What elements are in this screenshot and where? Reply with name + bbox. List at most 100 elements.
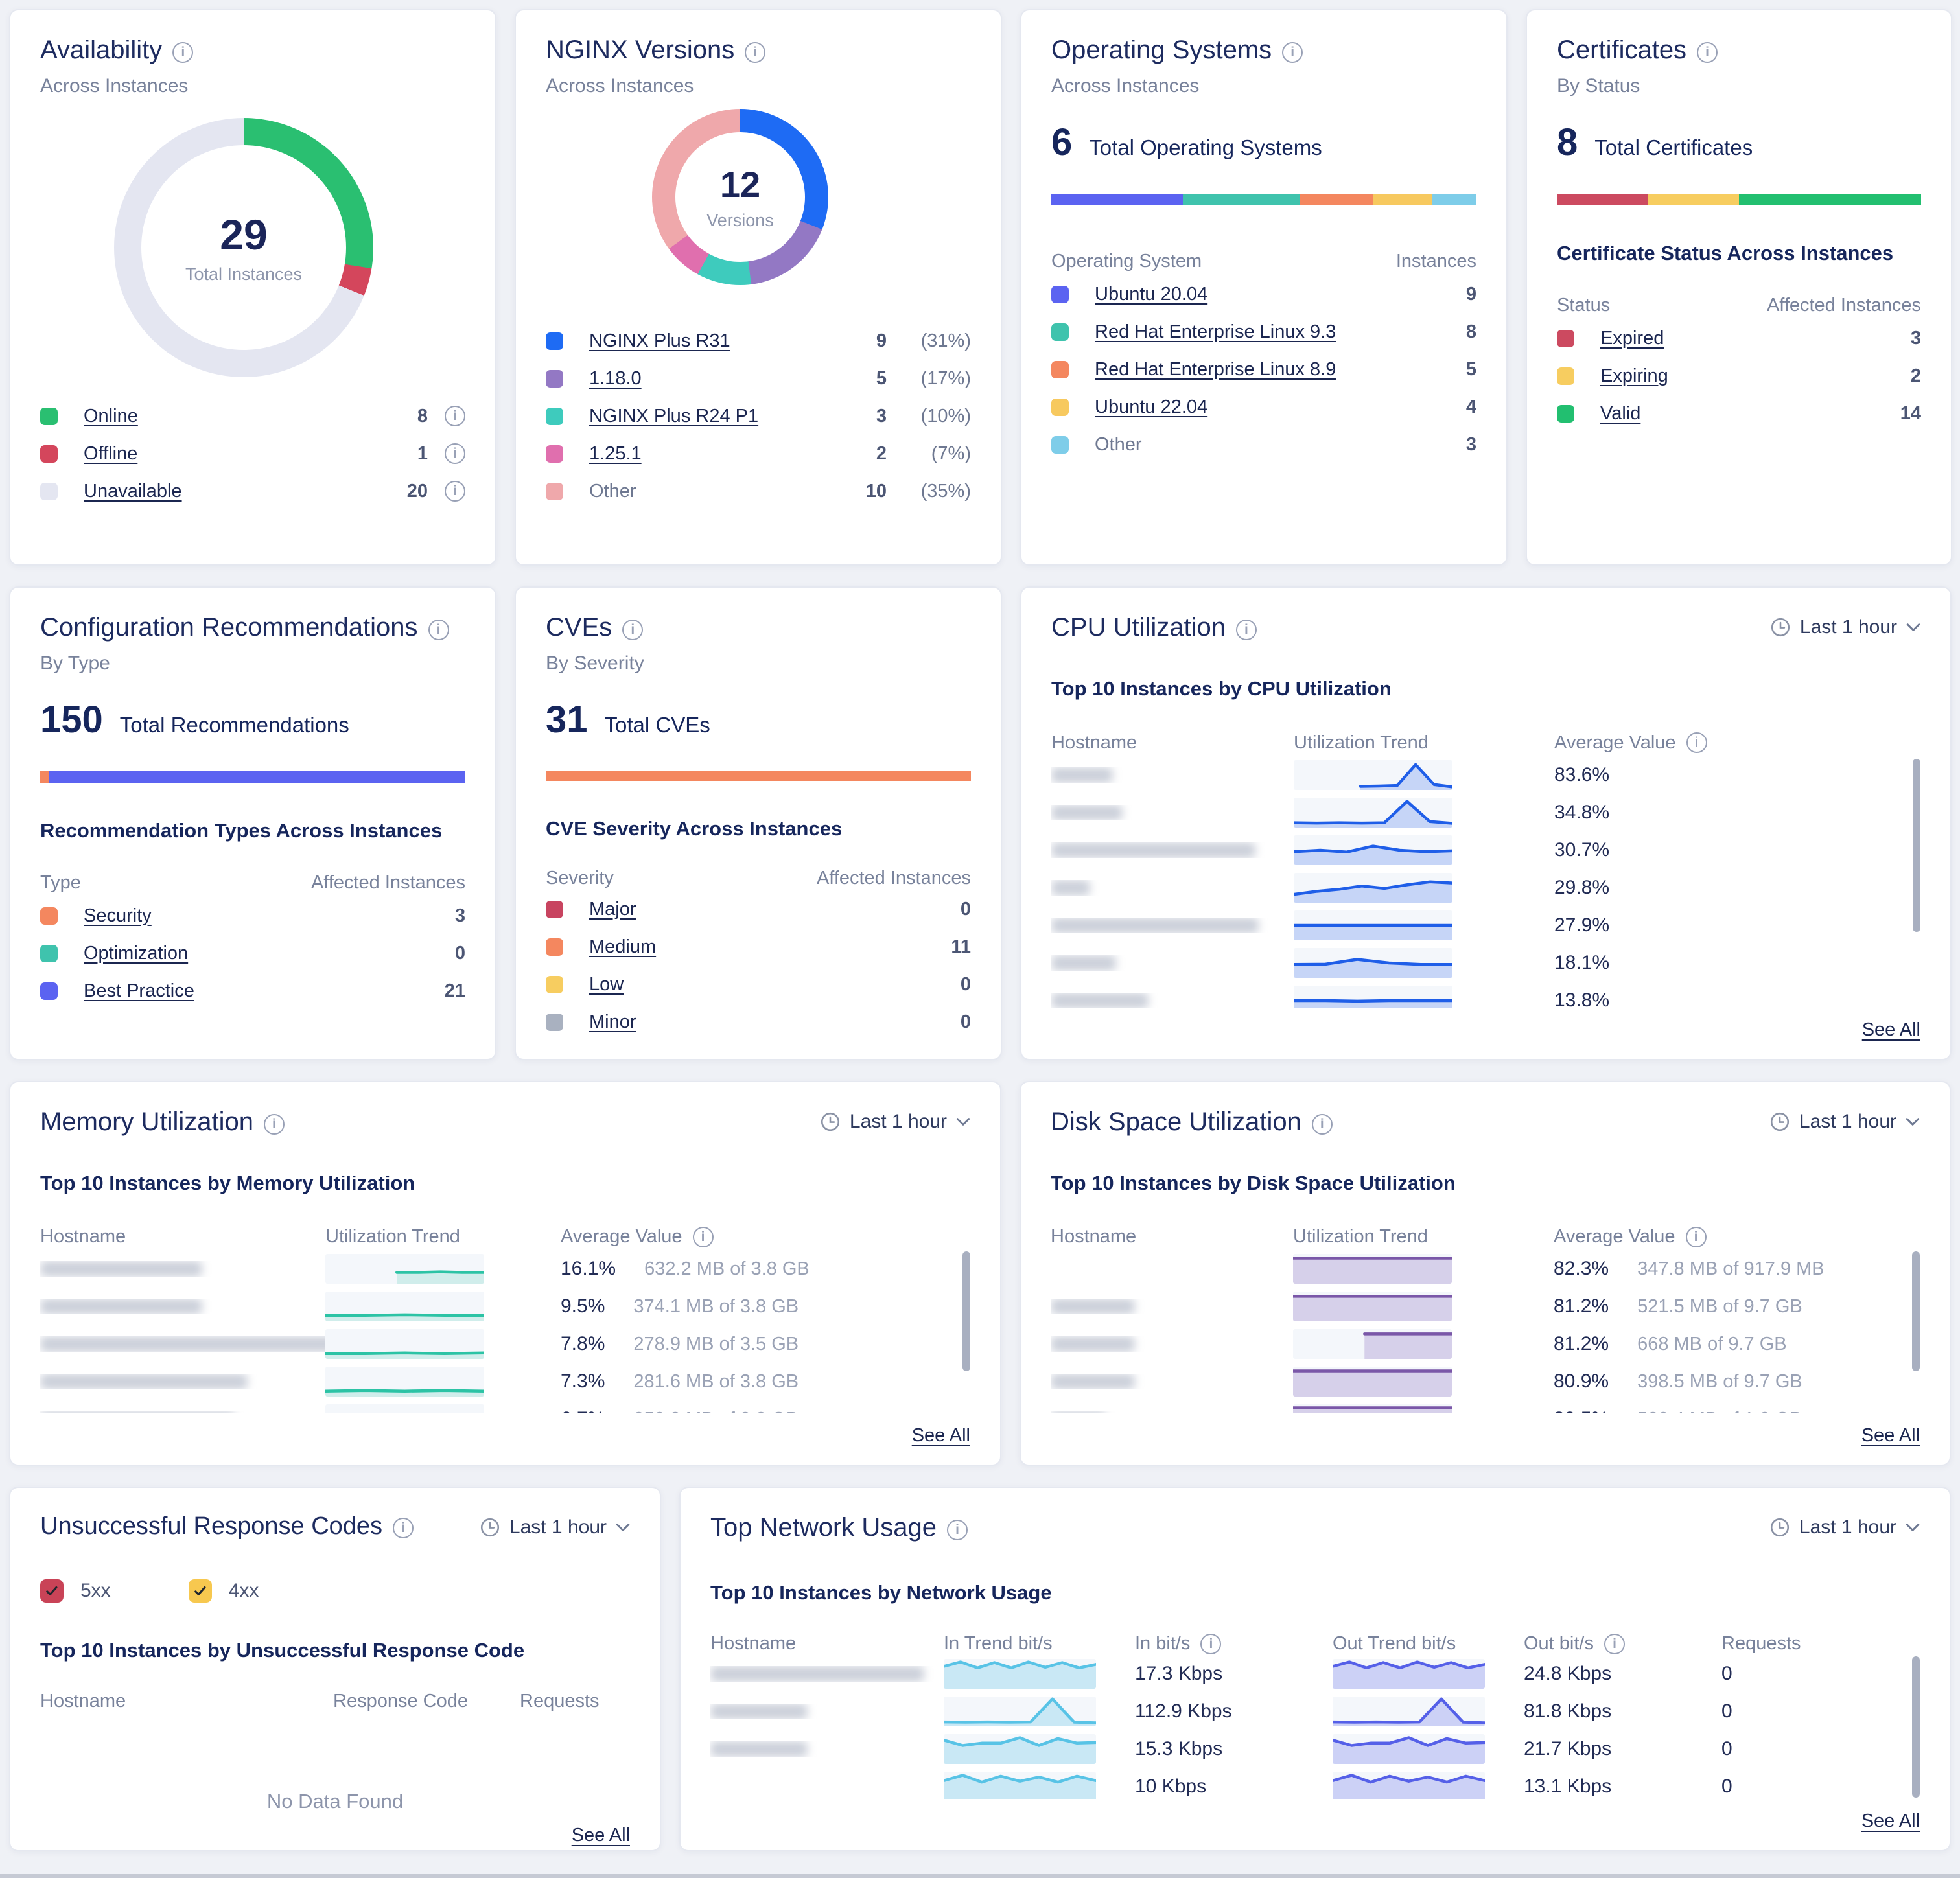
legend-label[interactable]: Expiring	[1600, 365, 1668, 386]
time-range-select[interactable]: Last 1 hour	[820, 1111, 970, 1133]
column-header: Severity	[546, 868, 614, 889]
info-icon[interactable]: i	[1697, 42, 1718, 63]
checkbox[interactable]	[40, 1579, 64, 1603]
filter-checkbox-4xx[interactable]: 4xx	[188, 1579, 259, 1603]
blurred-hostname[interactable]	[40, 1299, 202, 1315]
info-icon[interactable]: i	[1604, 1633, 1625, 1654]
blurred-hostname[interactable]	[1051, 1411, 1106, 1413]
card-unsuccessful-response-codes: Unsuccessful Response Codes i Last 1 hour…	[9, 1487, 661, 1851]
blurred-hostname[interactable]	[1051, 880, 1090, 896]
legend-label[interactable]: Minor	[589, 1011, 636, 1032]
see-all-link[interactable]: See All	[1861, 1425, 1920, 1446]
info-icon[interactable]: i	[1685, 1226, 1707, 1247]
legend-label[interactable]: Medium	[589, 936, 657, 957]
info-icon[interactable]: i	[947, 1520, 968, 1540]
time-range-select[interactable]: Last 1 hour	[1769, 1111, 1920, 1133]
info-icon[interactable]: i	[1282, 42, 1303, 63]
legend-item: Ubuntu 22.04 4	[1051, 388, 1476, 426]
sparkline-box	[1293, 1367, 1452, 1397]
legend-label[interactable]: Unavailable	[84, 480, 182, 502]
card-title: CPU Utilization	[1051, 613, 1226, 642]
info-icon[interactable]: i	[263, 1114, 285, 1135]
average-value: 27.9%	[1554, 914, 1610, 936]
blurred-hostname[interactable]	[1051, 805, 1123, 821]
info-icon[interactable]: i	[445, 443, 465, 464]
scrollbar-thumb[interactable]	[1912, 1251, 1920, 1371]
scrollbar-thumb[interactable]	[962, 1251, 970, 1371]
legend-swatch	[1051, 323, 1069, 341]
blurred-hostname[interactable]	[40, 1261, 202, 1277]
trend-cell	[1294, 873, 1554, 903]
in-bits-value: 112.9 Kbps	[1135, 1700, 1232, 1722]
legend-label[interactable]: Ubuntu 22.04	[1095, 396, 1208, 417]
blurred-hostname[interactable]	[1051, 955, 1116, 971]
see-all-link[interactable]: See All	[1861, 1019, 1920, 1040]
legend-item: Low 0	[546, 966, 971, 1003]
blurred-hostname[interactable]	[40, 1411, 235, 1413]
info-icon[interactable]: i	[692, 1226, 714, 1247]
blurred-hostname[interactable]	[710, 1703, 808, 1719]
see-all-link[interactable]: See All	[571, 1825, 630, 1846]
scrollbar	[962, 1251, 970, 1413]
legend-label[interactable]: Online	[84, 405, 138, 426]
blurred-hostname[interactable]	[1051, 918, 1259, 934]
legend-label[interactable]: Low	[589, 973, 624, 995]
legend-label[interactable]: NGINX Plus R31	[589, 330, 730, 351]
legend-label[interactable]: Red Hat Enterprise Linux 9.3	[1095, 321, 1336, 342]
blurred-hostname[interactable]	[1051, 767, 1113, 783]
legend-swatch	[1051, 360, 1069, 378]
info-icon[interactable]: i	[445, 481, 465, 502]
info-icon[interactable]: i	[172, 42, 194, 63]
horizontal-scrollbar[interactable]	[0, 1874, 1960, 1878]
info-icon[interactable]: i	[393, 1518, 414, 1538]
legend-label[interactable]: 1.25.1	[589, 443, 642, 464]
blurred-hostname[interactable]	[710, 1741, 808, 1757]
clock-icon	[1770, 1518, 1789, 1537]
legend-label[interactable]: Optimization	[84, 942, 189, 964]
time-range-select[interactable]: Last 1 hour	[1770, 616, 1920, 638]
info-icon[interactable]: i	[745, 42, 766, 63]
blurred-hostname[interactable]	[1051, 1336, 1135, 1352]
hostname-cell	[1051, 1411, 1293, 1413]
see-all-link[interactable]: See All	[911, 1425, 970, 1446]
legend-label[interactable]: Major	[589, 898, 636, 920]
blurred-hostname[interactable]	[1051, 1374, 1135, 1390]
blurred-hostname[interactable]	[1051, 1299, 1135, 1315]
checkbox[interactable]	[188, 1579, 212, 1603]
legend-label[interactable]: Ubuntu 20.04	[1095, 283, 1208, 305]
blurred-hostname[interactable]	[710, 1665, 924, 1682]
legend-label[interactable]: Best Practice	[84, 980, 194, 1001]
legend-label[interactable]: Expired	[1600, 327, 1664, 349]
info-icon[interactable]: i	[445, 406, 465, 426]
clock-icon	[1770, 1112, 1789, 1131]
scrollbar-thumb[interactable]	[1912, 1656, 1920, 1798]
time-range-select[interactable]: Last 1 hour	[480, 1516, 630, 1538]
legend-item: Other 10 (35%)	[546, 472, 971, 510]
sparkline-chart	[1293, 1367, 1452, 1397]
info-icon[interactable]: i	[1686, 732, 1707, 754]
average-value: 81.2%	[1554, 1295, 1609, 1317]
legend-label[interactable]: 1.18.0	[589, 367, 642, 389]
value-detail: 281.6 MB of 3.8 GB	[633, 1371, 799, 1393]
blurred-hostname[interactable]	[1051, 993, 1149, 1008]
legend-label[interactable]: Offline	[84, 443, 138, 464]
blurred-hostname[interactable]	[40, 1374, 248, 1390]
legend-label: Other	[1095, 434, 1142, 455]
time-range-select[interactable]: Last 1 hour	[1769, 1516, 1920, 1538]
info-icon[interactable]: i	[1200, 1633, 1222, 1654]
blurred-hostname[interactable]	[40, 1336, 325, 1352]
sparkline-chart	[325, 1367, 484, 1397]
filter-checkbox-5xx[interactable]: 5xx	[40, 1579, 111, 1603]
legend-label[interactable]: Red Hat Enterprise Linux 8.9	[1095, 358, 1336, 380]
info-icon[interactable]: i	[1311, 1114, 1333, 1135]
see-all-link[interactable]: See All	[1861, 1811, 1920, 1831]
blurred-hostname[interactable]	[1051, 842, 1255, 859]
legend-label[interactable]: Valid	[1600, 402, 1641, 424]
os-total-label: Total Operating Systems	[1089, 135, 1322, 159]
info-icon[interactable]: i	[428, 620, 449, 640]
scrollbar-thumb[interactable]	[1913, 759, 1920, 933]
info-icon[interactable]: i	[1235, 620, 1257, 640]
legend-label[interactable]: Security	[84, 905, 152, 926]
legend-label[interactable]: NGINX Plus R24 P1	[589, 405, 759, 426]
info-icon[interactable]: i	[622, 620, 644, 640]
